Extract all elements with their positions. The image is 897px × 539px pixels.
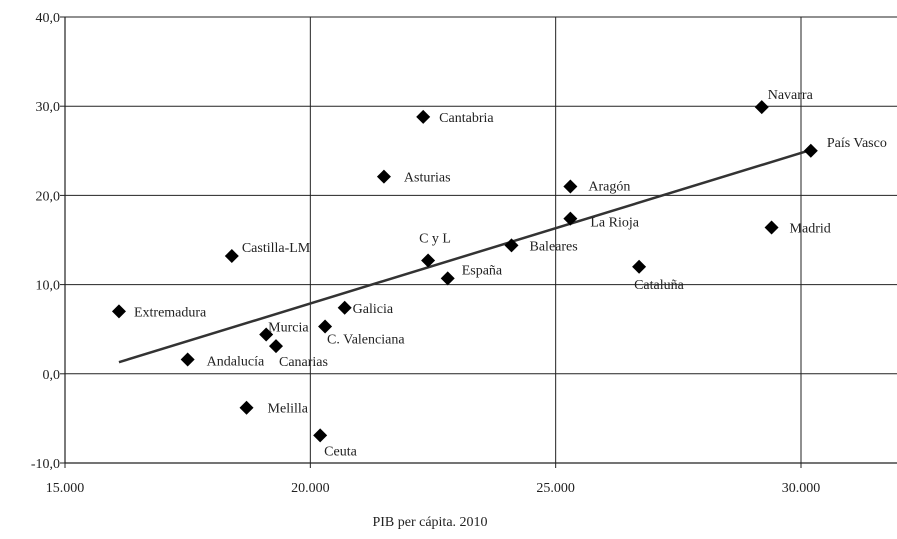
point-label: Madrid [790,222,831,237]
data-point-marker [504,238,519,253]
data-point-marker [268,339,283,354]
point-label: Cataluña [634,278,685,293]
data-point-marker [180,352,195,367]
data-point-marker [421,253,436,268]
data-point-marker [337,300,352,315]
data-point-marker [313,428,328,443]
data-point-marker [416,109,431,124]
data-point-marker [563,179,578,194]
data-point-marker [764,220,779,235]
point-label: Baleares [530,239,578,254]
data-point-marker [563,211,578,226]
data-point-marker [239,400,254,415]
data-point-marker [754,100,769,115]
x-tick-label: 20.000 [291,481,330,496]
x-axis-title: PIB per cápita. 2010 [372,515,487,530]
point-label: Melilla [268,402,309,417]
data-point-marker [376,169,391,184]
point-label: C. Valenciana [327,333,405,348]
point-label: La Rioja [590,216,639,231]
tick-labels: -10,0 0,0 10,0 20,0 30,0 40,0 15.000 20.000 25.0… [31,11,820,496]
point-label: Castilla-LM [242,241,311,256]
point-label: Aragón [588,179,630,194]
point-label: Navarra [768,88,814,103]
point-label: País Vasco [827,136,887,151]
point-label: Murcia [268,321,309,336]
data-point-marker [803,143,818,158]
point-label: Ceuta [324,444,357,459]
point-label: España [462,263,503,278]
y-tick-label: 20,0 [36,189,61,204]
data-point-marker [259,327,274,342]
y-tick-label: 0,0 [43,368,61,383]
point-label: Andalucía [207,355,265,370]
point-label: Cantabria [439,111,494,126]
point-labels: Navarra País Vasco Cantabria Asturias Aragón… [134,88,887,459]
point-label: Canarias [279,355,328,370]
y-tick-label: 40,0 [36,11,61,26]
trendline [118,148,812,364]
point-label: Extremadura [134,305,207,320]
x-tick-label: 25.000 [536,481,575,496]
point-label: Asturias [404,171,451,186]
x-tick-label: 30.000 [782,481,821,496]
data-point-marker [440,271,455,286]
axes [60,16,897,468]
y-tick-label: -10,0 [31,457,60,472]
y-tick-label: 30,0 [36,100,61,115]
data-point-marker [318,319,333,334]
point-label: Galicia [353,302,394,317]
data-points [111,100,818,443]
point-label: C y L [419,232,451,247]
data-point-marker [111,304,126,319]
data-point-marker [632,259,647,274]
trendline-group [118,148,812,364]
grid-lines [65,16,897,463]
x-tick-label: 15.000 [46,481,85,496]
y-tick-label: 10,0 [36,279,61,294]
data-point-marker [224,249,239,264]
